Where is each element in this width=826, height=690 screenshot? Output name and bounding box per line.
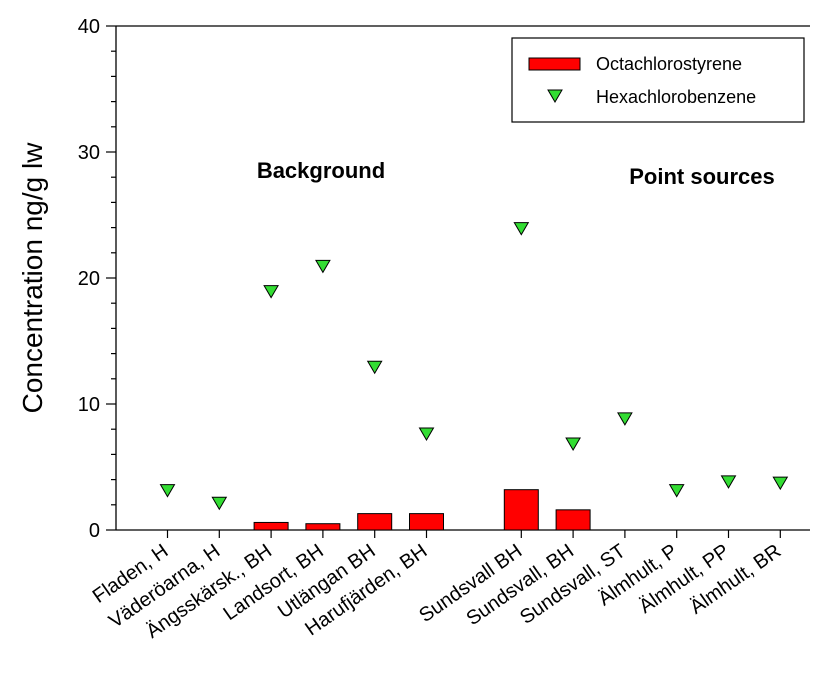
marker-point — [418, 427, 435, 441]
marker-point — [668, 484, 685, 498]
bar — [409, 513, 444, 531]
marker-point — [617, 412, 633, 426]
background-annotation: Background — [257, 158, 385, 183]
marker-point — [720, 475, 737, 489]
y-tick-label: 10 — [78, 394, 100, 416]
legend-bar-swatch — [528, 57, 581, 71]
marker-point — [159, 484, 176, 498]
hexachlorobenzene-markers — [159, 222, 789, 511]
y-tick-label: 20 — [78, 268, 100, 290]
marker-point — [513, 222, 530, 236]
marker-point — [565, 437, 581, 452]
y-tick-label: 30 — [78, 142, 100, 164]
marker-point — [315, 259, 331, 274]
legend-triangle-marker — [547, 89, 563, 103]
marker-point — [772, 476, 789, 491]
bar — [357, 513, 393, 531]
y-tick-label: 0 — [89, 520, 100, 542]
legend-label-hexachlorobenzene: Hexachlorobenzene — [596, 87, 756, 107]
bar — [305, 523, 341, 531]
y-axis: 0 10 20 30 40 — [78, 16, 116, 542]
legend-box — [511, 37, 805, 123]
point-sources-annotation: Point sources — [629, 164, 774, 189]
legend: Octachlorostyrene Hexachlorobenzene — [511, 37, 805, 123]
octachlorostyrene-bars — [253, 489, 591, 531]
bar — [503, 489, 539, 531]
bar — [555, 509, 591, 531]
y-axis-label: Concentration ng/g lw — [17, 142, 48, 414]
marker-point — [366, 360, 383, 375]
y-tick-label: 40 — [78, 16, 100, 38]
marker-point — [263, 285, 279, 299]
legend-label-octachlorostyrene: Octachlorostyrene — [596, 54, 742, 74]
bar — [253, 521, 289, 531]
marker-point — [211, 496, 228, 511]
